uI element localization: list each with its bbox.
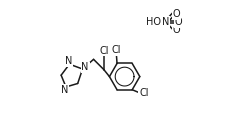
Text: O: O <box>172 9 180 19</box>
Text: Cl: Cl <box>112 45 121 55</box>
Text: N: N <box>81 62 89 72</box>
Text: Cl: Cl <box>100 46 109 56</box>
Text: Cl: Cl <box>139 88 149 98</box>
Text: O: O <box>175 17 182 27</box>
Text: HO: HO <box>146 17 161 27</box>
Text: N: N <box>65 56 73 66</box>
Text: N: N <box>162 17 170 27</box>
Text: N: N <box>61 85 68 95</box>
Text: O: O <box>172 25 180 35</box>
